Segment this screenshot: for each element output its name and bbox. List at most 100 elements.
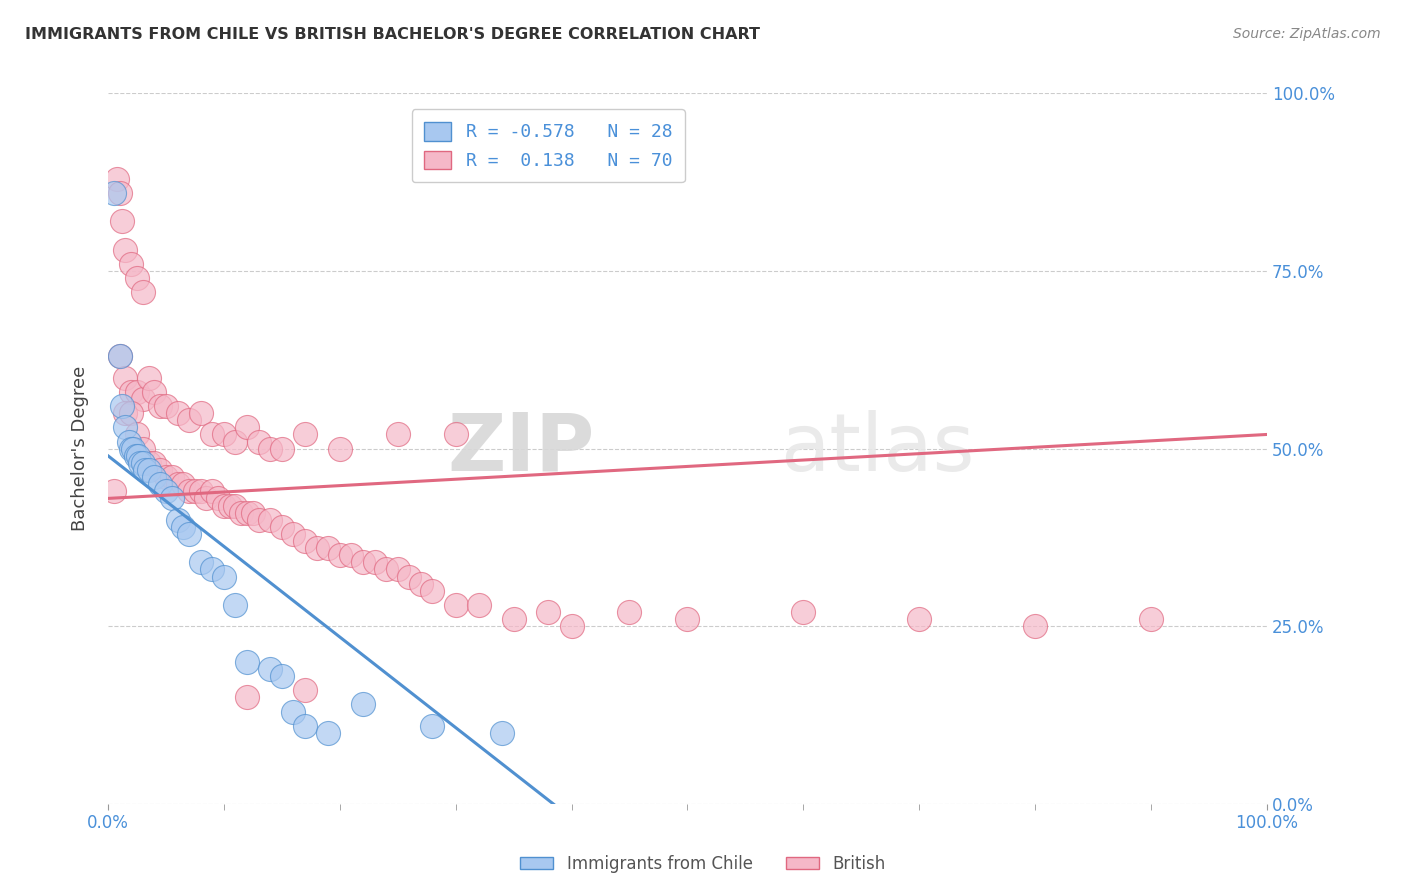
Point xyxy=(132,456,155,470)
Text: Source: ZipAtlas.com: Source: ZipAtlas.com xyxy=(1233,27,1381,41)
Point xyxy=(444,427,467,442)
Point xyxy=(120,384,142,399)
Legend: Immigrants from Chile, British: Immigrants from Chile, British xyxy=(513,848,893,880)
Point xyxy=(422,719,444,733)
Point xyxy=(236,506,259,520)
Text: IMMIGRANTS FROM CHILE VS BRITISH BACHELOR'S DEGREE CORRELATION CHART: IMMIGRANTS FROM CHILE VS BRITISH BACHELO… xyxy=(25,27,761,42)
Point xyxy=(149,477,172,491)
Point xyxy=(201,562,224,576)
Point xyxy=(143,384,166,399)
Point xyxy=(236,655,259,669)
Point xyxy=(1140,612,1163,626)
Point xyxy=(212,427,235,442)
Point xyxy=(125,427,148,442)
Point xyxy=(561,619,583,633)
Point xyxy=(166,513,188,527)
Point xyxy=(138,456,160,470)
Point xyxy=(363,555,385,569)
Point xyxy=(270,442,292,456)
Point xyxy=(908,612,931,626)
Point xyxy=(224,434,246,449)
Point xyxy=(231,506,253,520)
Point xyxy=(352,698,374,712)
Point xyxy=(138,370,160,384)
Point xyxy=(166,477,188,491)
Point xyxy=(294,534,316,549)
Point xyxy=(127,449,149,463)
Point xyxy=(259,662,281,676)
Point xyxy=(375,562,398,576)
Point xyxy=(172,520,194,534)
Point xyxy=(270,669,292,683)
Point xyxy=(294,719,316,733)
Point xyxy=(108,349,131,363)
Point xyxy=(1024,619,1046,633)
Point xyxy=(676,612,699,626)
Point xyxy=(242,506,264,520)
Point xyxy=(207,491,229,506)
Point xyxy=(283,705,305,719)
Point xyxy=(212,499,235,513)
Point xyxy=(149,463,172,477)
Point xyxy=(149,399,172,413)
Point xyxy=(398,569,420,583)
Point xyxy=(129,456,152,470)
Legend: R = -0.578   N = 28, R =  0.138   N = 70: R = -0.578 N = 28, R = 0.138 N = 70 xyxy=(412,110,685,183)
Point xyxy=(132,285,155,300)
Point xyxy=(166,406,188,420)
Point xyxy=(132,392,155,406)
Point xyxy=(111,214,134,228)
Y-axis label: Bachelor's Degree: Bachelor's Degree xyxy=(72,366,89,532)
Point xyxy=(155,399,177,413)
Point xyxy=(294,683,316,698)
Point xyxy=(190,484,212,499)
Point xyxy=(120,442,142,456)
Point xyxy=(502,612,524,626)
Point xyxy=(283,527,305,541)
Point xyxy=(340,548,363,562)
Point xyxy=(195,491,218,506)
Point xyxy=(201,484,224,499)
Point xyxy=(270,520,292,534)
Point xyxy=(329,442,352,456)
Point xyxy=(352,555,374,569)
Point xyxy=(143,470,166,484)
Point xyxy=(125,449,148,463)
Point xyxy=(305,541,328,556)
Point xyxy=(114,243,136,257)
Point xyxy=(179,527,201,541)
Point xyxy=(224,499,246,513)
Point xyxy=(387,562,409,576)
Point xyxy=(179,413,201,427)
Point xyxy=(155,484,177,499)
Point xyxy=(619,605,641,619)
Point xyxy=(138,463,160,477)
Point xyxy=(491,726,513,740)
Point xyxy=(224,598,246,612)
Point xyxy=(190,406,212,420)
Point xyxy=(468,598,491,612)
Point xyxy=(236,420,259,434)
Point xyxy=(387,427,409,442)
Point xyxy=(103,186,125,200)
Point xyxy=(409,576,432,591)
Point xyxy=(120,406,142,420)
Point xyxy=(125,384,148,399)
Point xyxy=(160,470,183,484)
Point xyxy=(190,555,212,569)
Text: ZIP: ZIP xyxy=(447,409,595,488)
Point xyxy=(247,513,270,527)
Point xyxy=(247,434,270,449)
Point xyxy=(792,605,814,619)
Point xyxy=(316,726,339,740)
Point xyxy=(316,541,339,556)
Point xyxy=(160,491,183,506)
Point xyxy=(212,569,235,583)
Point xyxy=(114,370,136,384)
Point xyxy=(125,271,148,285)
Point xyxy=(179,484,201,499)
Point xyxy=(143,456,166,470)
Point xyxy=(329,548,352,562)
Point xyxy=(108,349,131,363)
Point xyxy=(236,690,259,705)
